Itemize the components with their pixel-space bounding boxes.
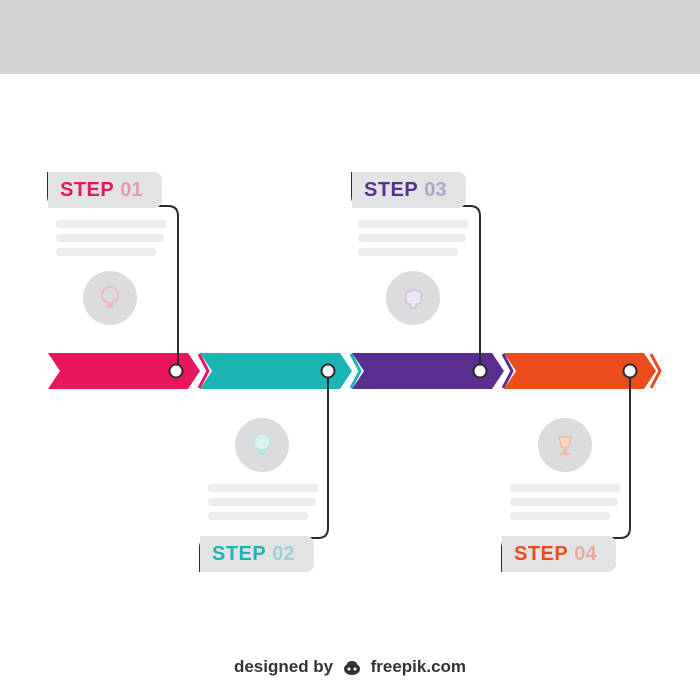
timeline-arrow-step-1 bbox=[48, 353, 200, 389]
step-2-icon-circle bbox=[235, 418, 289, 472]
placeholder-text-step-4 bbox=[510, 484, 622, 526]
chevron-icon bbox=[649, 353, 662, 389]
step-number: 03 bbox=[424, 178, 447, 201]
step-tag-3: STEP 03 bbox=[352, 172, 466, 208]
node-marker-step-3 bbox=[472, 363, 488, 379]
step-3-icon-circle bbox=[386, 271, 440, 325]
step-tag-1: STEP 01 bbox=[48, 172, 162, 208]
step-4-icon-circle bbox=[538, 418, 592, 472]
freepik-logo-icon bbox=[343, 660, 360, 675]
chevron-icon bbox=[349, 353, 362, 389]
placeholder-text-step-3 bbox=[358, 220, 470, 262]
node-marker-step-1 bbox=[168, 363, 184, 379]
step-number: 02 bbox=[272, 542, 295, 565]
placeholder-text-step-1 bbox=[56, 220, 168, 262]
timeline-arrow-step-2 bbox=[200, 353, 352, 389]
step-number: 01 bbox=[120, 178, 143, 201]
timeline-arrow-step-3 bbox=[352, 353, 504, 389]
step-label: STEP bbox=[212, 542, 267, 565]
designed-by-text: designed by bbox=[233, 657, 334, 676]
node-marker-step-4 bbox=[622, 363, 638, 379]
top-gray-band bbox=[0, 0, 700, 74]
step-label: STEP bbox=[60, 178, 115, 201]
step-1-icon-circle bbox=[83, 271, 137, 325]
node-marker-step-2 bbox=[320, 363, 336, 379]
placeholder-text-step-2 bbox=[208, 484, 320, 526]
step-number: 04 bbox=[574, 542, 597, 565]
chevron-icon bbox=[197, 353, 210, 389]
timeline-arrow-step-4 bbox=[504, 353, 656, 389]
footer-credit: designed by freepik.com bbox=[0, 657, 700, 677]
chevron-icon bbox=[501, 353, 514, 389]
step-tag-2: STEP 02 bbox=[200, 536, 314, 572]
brain-icon bbox=[404, 288, 423, 309]
brand-text: freepik.com bbox=[370, 657, 467, 676]
trophy-icon bbox=[558, 436, 572, 455]
step-label: STEP bbox=[364, 178, 419, 201]
step-label: STEP bbox=[514, 542, 569, 565]
step-tag-4: STEP 04 bbox=[502, 536, 616, 572]
lightbulb-icon bbox=[101, 286, 119, 308]
lightbulb-icon bbox=[253, 433, 271, 455]
